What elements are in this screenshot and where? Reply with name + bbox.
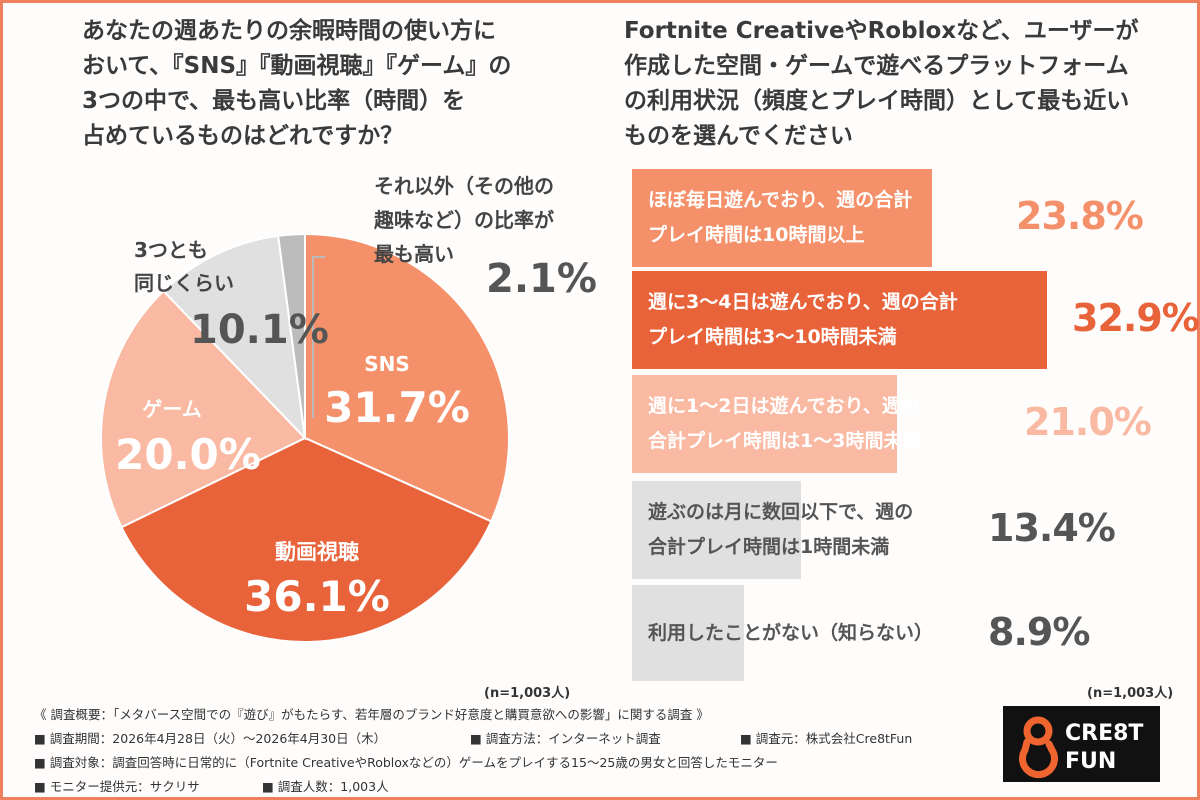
bar-2 [632,271,1047,369]
footer-title: 《 調査概要：「メタバース空間での『遊び』がもたらす、若年層のブランド好意度と購… [34,707,709,722]
right-question: Fortnite CreativeやRobloxなど、ユーザーが 作成した空間・… [624,14,1184,154]
bar-pct-5: 8.9% [988,610,1090,654]
pie-pct-video: 36.1% [244,572,390,621]
bar-label-line2: 合計プレイ時間は1時間未満 [648,536,890,558]
left-question-line: おいて、『SNS』『動画視聴』『ゲーム』の [82,53,512,79]
bar-pct-1: 23.8% [1016,194,1144,238]
footer-count: ■ 調査人数：1,003人 [262,779,389,794]
footer-target: ■ 調査対象：調査回答時に日常的に（Fortnite CreativeやRobl… [34,755,778,770]
bar-1 [632,169,932,267]
pie-slices [100,232,510,643]
pie-slice-game [100,289,307,529]
bar-label-line2: プレイ時間は3～10時間未満 [648,326,897,348]
bar-4 [632,481,801,579]
pie-pct-other: 2.1% [486,256,597,302]
bar-label-line1: 遊ぶのは月に数回以下で、週の [648,501,914,523]
right-question-line: の利用状況（頻度とプレイ時間）として最も近い [624,88,1130,114]
brand-logo-icon: CRE8T FUN [1019,716,1143,779]
pie-chart: SNS 31.7% 動画視聴 36.1% ゲーム 20.0% 3つとも 同じくら… [100,174,597,643]
bar-label-line2: プレイ時間は10時間以上 [648,224,865,246]
pie-slice-other [277,232,306,439]
right-question-line: ものを選んでください [624,123,853,149]
right-question-line: Fortnite CreativeやRobloxなど、ユーザーが [624,18,1139,44]
pie-label-other-line2: 趣味など）の比率が [373,208,554,232]
pie-label-same-line1: 3つとも [134,238,208,262]
footer-period: ■ 調査期間：2026年4月28日（火）～2026年4月30日（木） [34,731,387,746]
footer-method: ■ 調査方法：インターネット調査 [470,731,661,746]
pie-label-other-line3: 最も高い [374,242,454,266]
right-question-line: 作成した空間・ゲームで遊べるプラットフォーム [624,53,1129,79]
footer-source: ■ 調査元：株式会社Cre8tFun [740,731,913,746]
brand-logo: CRE8T FUN [1003,706,1160,782]
bar-5 [632,585,745,681]
pie-pct-same: 10.1% [190,307,329,353]
left-question-line: あなたの週あたりの余暇時間の使い方に [82,18,496,44]
pie-label-sns: SNS [364,352,410,376]
logo-text-line1: CRE8T [1065,721,1143,746]
pie-label-same-line2: 同じくらい [134,271,234,295]
left-question-line: 3つの中で、最も高い比率（時間）を [82,88,466,114]
bar-label-line1: 利用したことがない（知らない） [648,622,934,644]
left-question-line: 占めているものはどれですか？ [82,123,404,149]
bar-pct-3: 21.0% [1024,400,1152,444]
pie-slice-same [162,234,307,441]
pie-pct-sns: 31.7% [324,383,470,432]
left-question: あなたの週あたりの余暇時間の使い方に おいて、『SNS』『動画視聴』『ゲーム』の… [82,14,552,154]
bar-label-line1: ほぼ毎日遊んでおり、週の合計 [648,189,913,211]
bar-label-line1: 週に1～2日は遊んでおり、週の [648,395,920,417]
pie-label-game: ゲーム [142,397,201,421]
bar-3 [632,375,897,473]
bar-label-line1: 週に3～4日は遊んでおり、週の合計 [648,291,958,313]
pie-label-other-line1: それ以外（その他の [374,174,554,198]
pie-slice-video [120,436,493,643]
bar-pct-2: 32.9% [1072,296,1200,340]
footer-provider: ■ モニター提供元：サクリサ [34,779,200,794]
bar-pct-4: 13.4% [988,506,1116,550]
pie-pct-game: 20.0% [115,430,261,479]
logo-text-line2: FUN [1065,749,1116,774]
other-leader-line [312,256,325,418]
pie-label-video: 動画視聴 [275,540,359,564]
n-right: (n=1,003人) [1087,686,1174,701]
bar-label-line2: 合計プレイ時間は1～3時間未満 [648,430,922,452]
pie-slice-sns [304,232,510,523]
n-left: (n=1,003人) [484,686,571,701]
